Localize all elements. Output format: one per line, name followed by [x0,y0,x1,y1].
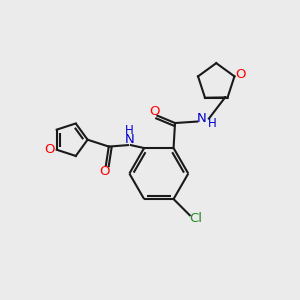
Text: Cl: Cl [190,212,203,225]
Text: O: O [236,68,246,81]
Text: O: O [149,105,160,118]
Text: O: O [44,143,55,156]
Text: H: H [208,117,216,130]
Text: N: N [124,133,134,146]
Text: O: O [99,165,110,178]
Text: H: H [125,124,134,137]
Text: N: N [197,112,206,124]
